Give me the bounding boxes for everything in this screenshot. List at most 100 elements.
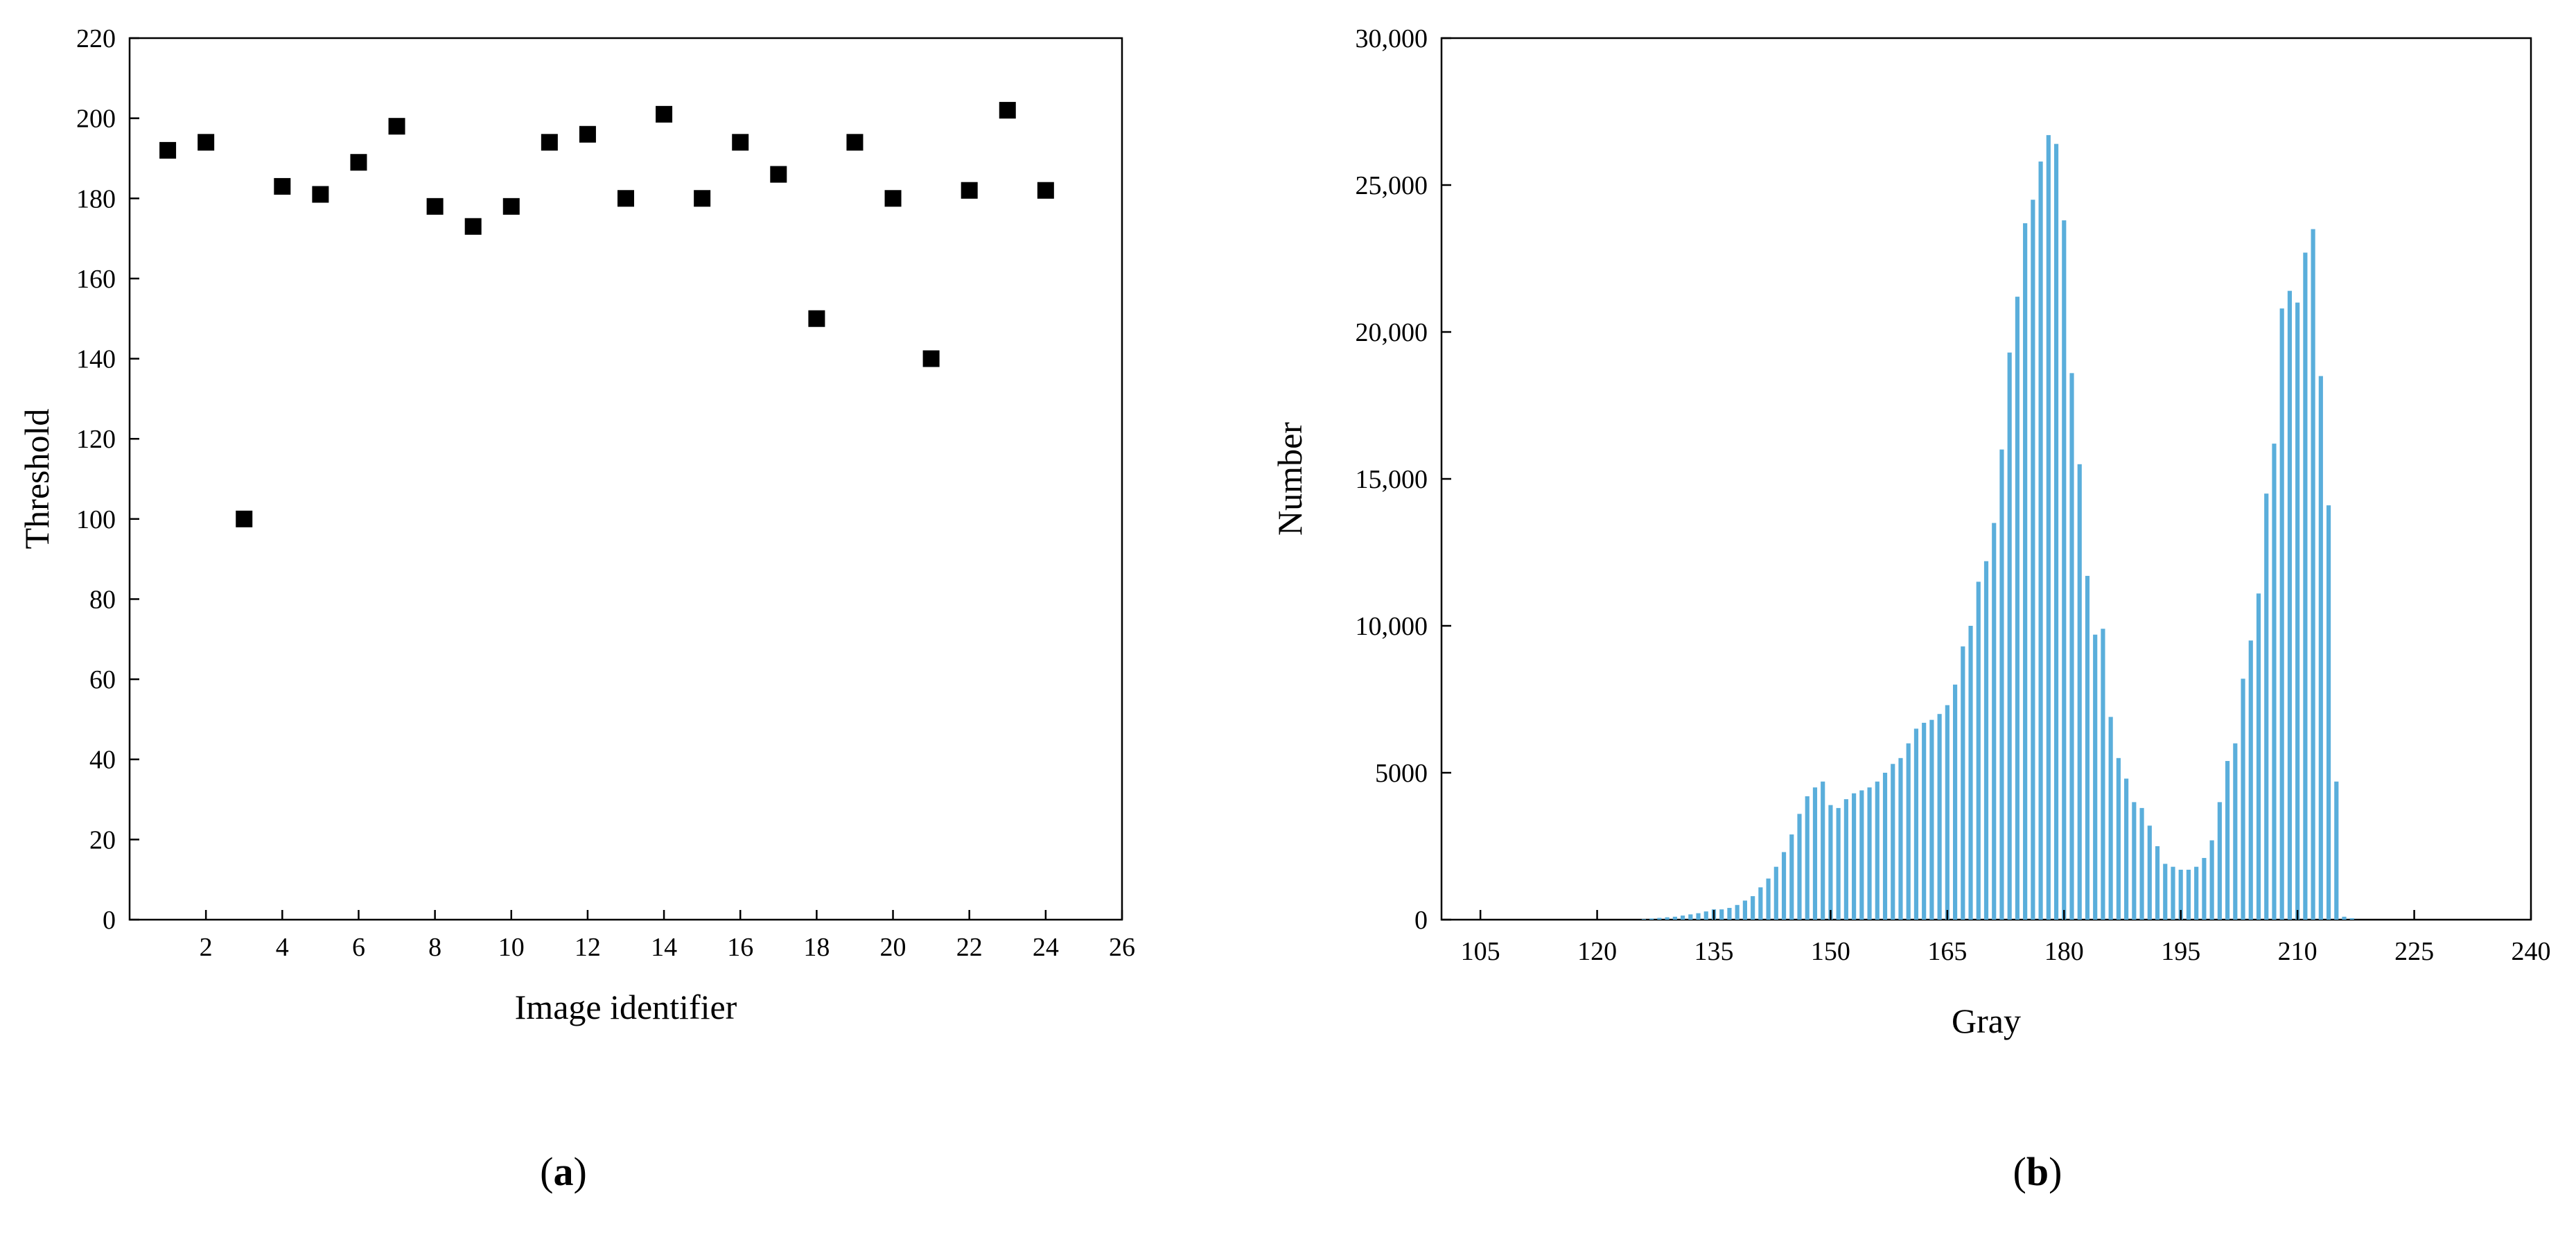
histogram-bar-b (2139, 807, 2144, 920)
y-tick-label-b: 25,000 (1356, 171, 1428, 200)
scatter-point-a (312, 186, 329, 203)
x-tick-label-b: 225 (2394, 937, 2434, 966)
x-axis-title-b: Gray (1952, 1001, 2021, 1040)
histogram-bar-b (2155, 846, 2160, 920)
histogram-bar-b (2116, 757, 2121, 920)
histogram-bar-b (2069, 373, 2074, 920)
histogram-bar-b (1657, 918, 1662, 920)
y-tick-label-a: 20 (89, 825, 116, 855)
y-axis-ticks-a: 0 20 40 60 80 100 120 140 160 180 200 220 (76, 24, 139, 935)
histogram-bar-b (1805, 796, 1810, 920)
x-tick-label-a: 12 (575, 933, 601, 962)
histogram-bar-b (1665, 917, 1670, 920)
histogram-bar-b (1641, 919, 1647, 920)
histogram-bar-b (2093, 634, 2098, 920)
histogram-bar-b (1735, 904, 1740, 920)
x-tick-label-a: 10 (498, 933, 525, 962)
histogram-bar-b (2241, 678, 2245, 920)
x-tick-label-b: 150 (1811, 937, 1850, 966)
histogram-bar-b (2209, 840, 2214, 920)
scatter-point-a (541, 134, 558, 151)
y-tick-label-a: 200 (76, 105, 116, 134)
panel-label-b-letter: b (2026, 1149, 2049, 1194)
histogram-bar-b (2233, 743, 2238, 920)
scatter-point-a (846, 134, 864, 151)
histogram-bar-b (1696, 913, 1701, 920)
histogram-bar-b (2062, 220, 2067, 920)
y-tick-label-a: 0 (103, 906, 116, 935)
x-tick-label-a: 26 (1109, 933, 1135, 962)
scatter-point-a (694, 190, 711, 207)
x-axis-ticks-a: 2 4 6 8 10 12 14 16 18 20 22 24 26 (200, 910, 1135, 962)
histogram-bar-b (2349, 918, 2354, 920)
histogram-bar-b (2132, 802, 2137, 920)
y-tick-label-b: 30,000 (1356, 24, 1428, 53)
y-tick-label-a: 40 (89, 746, 116, 775)
x-tick-label-a: 6 (352, 933, 365, 962)
plot-frame-a (128, 37, 1123, 921)
scatter-point-a (198, 134, 215, 151)
panel-label-a: (a) (540, 1149, 587, 1194)
x-tick-label-a: 22 (956, 933, 983, 962)
scatter-point-a (922, 350, 940, 367)
scatter-point-a (961, 182, 978, 199)
histogram-bar-b (1929, 719, 1934, 920)
histogram-bar-b (2194, 866, 2199, 920)
histogram-bar-b (2108, 717, 2113, 920)
scatter-point-a (502, 198, 520, 215)
x-tick-label-a: 20 (880, 933, 906, 962)
scatter-point-a (464, 218, 482, 235)
histogram-bar-b (1945, 705, 1949, 920)
scatter-point-a (999, 102, 1016, 119)
panel-label-b: (b) (2013, 1149, 2062, 1194)
histogram-bar-b (1913, 728, 1919, 920)
y-tick-label-a: 100 (76, 505, 116, 534)
histogram-bar-b (1719, 909, 1724, 920)
histogram-bar-b (1766, 878, 1771, 920)
y-tick-label-b: 15,000 (1356, 465, 1428, 494)
scatter-point-a (426, 198, 444, 215)
histogram-bar-b (1952, 684, 1958, 920)
histogram-bar-b (2031, 200, 2035, 920)
histogram-bar-b (1961, 646, 1965, 920)
histogram-bar-b (2007, 352, 2012, 920)
histogram-bar-b (1751, 896, 1755, 920)
y-axis-ticks-b: 0 5000 10,000 15,000 20,000 25,000 30,000 (1356, 24, 1451, 935)
histogram-bar-b (2124, 778, 2129, 920)
histogram-bar-b (1992, 523, 1997, 920)
histogram-bar-b (1843, 799, 1848, 920)
histogram-bar-b (2053, 143, 2059, 920)
histogram-bar-b (2023, 223, 2028, 920)
histogram-bar-b (1672, 916, 1677, 920)
histogram-bar-b (1983, 561, 1989, 920)
scatter-point-a (159, 141, 177, 159)
histogram-bar-b (1758, 887, 1763, 920)
x-tick-label-a: 24 (1033, 933, 1059, 962)
scatter-point-a (236, 510, 253, 527)
x-tick-label-b: 210 (2278, 937, 2317, 966)
histogram-bar-b (2256, 593, 2261, 920)
y-tick-label-a: 120 (76, 425, 116, 454)
histogram-bar-b (2101, 629, 2105, 920)
histogram-bar-b (2295, 302, 2300, 920)
scatter-point-a (884, 190, 902, 207)
scatter-point-a (1037, 182, 1054, 199)
histogram-bar-b (1649, 918, 1654, 920)
histogram-bar-b (1882, 773, 1888, 920)
histogram-bar-b (1937, 714, 1942, 920)
histogram-bar-b (2186, 869, 2191, 920)
histogram-bar-b (2342, 916, 2347, 920)
x-tick-label-b: 240 (2512, 937, 2551, 966)
histogram-bar-b (1812, 787, 1818, 920)
scatter-point-a (274, 177, 291, 195)
x-axis-ticks-b: 105 120 135 150 165 180 195 210 225 240 (1461, 910, 2551, 966)
x-tick-label-a: 2 (200, 933, 213, 962)
x-tick-label-b: 135 (1694, 937, 1734, 966)
histogram-bar-b (1906, 743, 1911, 920)
x-axis-title-a: Image identifier (515, 988, 737, 1026)
histogram-bar-b (2038, 161, 2043, 920)
histogram-bar-b (1688, 914, 1693, 920)
